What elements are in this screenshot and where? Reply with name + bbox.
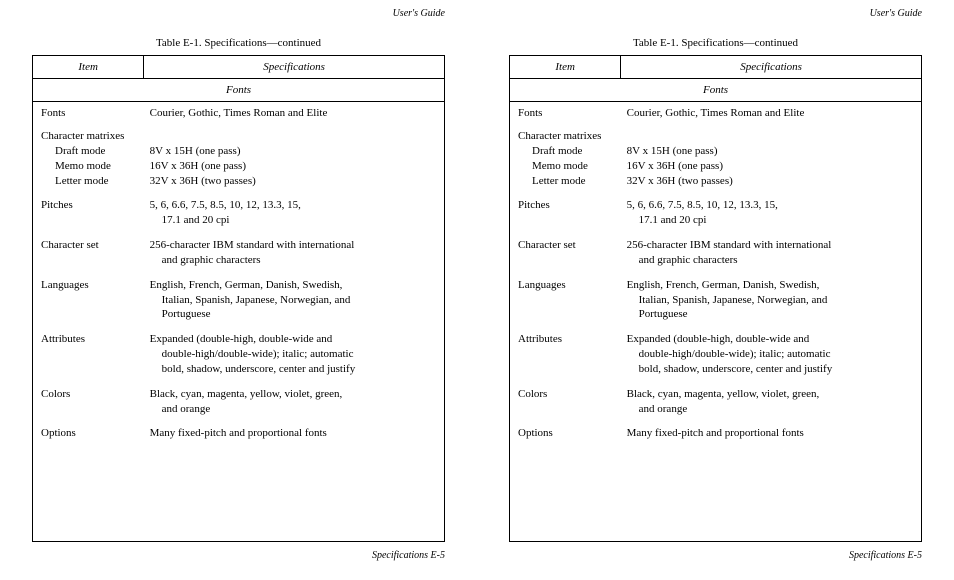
subvalue: 32V x 36H (two passes) bbox=[627, 174, 913, 189]
label: Options bbox=[41, 427, 148, 439]
running-header: User's Guide bbox=[509, 8, 922, 19]
sublabel: Letter mode bbox=[41, 174, 142, 189]
section-head: Fonts bbox=[33, 79, 445, 102]
sublabel: Memo mode bbox=[518, 159, 619, 174]
label: Character matrixes bbox=[41, 129, 142, 144]
row-pitches: Pitches 5, 6, 6.6, 7.5, 8.5, 10, 12, 13.… bbox=[518, 198, 913, 228]
value: Courier, Gothic, Times Roman and Elite bbox=[148, 107, 436, 119]
content-row: Fonts Courier, Gothic, Times Roman and E… bbox=[510, 102, 922, 542]
value-cont: and graphic characters bbox=[627, 253, 913, 268]
value: Black, cyan, magenta, yellow, violet, gr… bbox=[627, 387, 913, 402]
value: 256-character IBM standard with internat… bbox=[627, 238, 913, 253]
section-head: Fonts bbox=[510, 79, 922, 102]
value-cont: double-high/double-wide); italic; automa… bbox=[627, 347, 913, 362]
value-cont: Italian, Spanish, Japanese, Norwegian, a… bbox=[627, 293, 913, 308]
value-cont: double-high/double-wide); italic; automa… bbox=[150, 347, 436, 362]
row-matrix: Character matrixes Draft mode Memo mode … bbox=[41, 129, 436, 188]
value: English, French, German, Danish, Swedish… bbox=[627, 278, 913, 293]
subvalue: 8V x 15H (one pass) bbox=[627, 144, 913, 159]
value: Many fixed-pitch and proportional fonts bbox=[148, 427, 436, 439]
table-header-row: Item Specifications bbox=[33, 56, 445, 79]
value: Courier, Gothic, Times Roman and Elite bbox=[625, 107, 913, 119]
label: Attributes bbox=[518, 332, 625, 377]
subvalue: 32V x 36H (two passes) bbox=[150, 174, 436, 189]
value-cont: Italian, Spanish, Japanese, Norwegian, a… bbox=[150, 293, 436, 308]
row-pitches: Pitches 5, 6, 6.6, 7.5, 8.5, 10, 12, 13.… bbox=[41, 198, 436, 228]
value-cont: and orange bbox=[627, 402, 913, 417]
value-cont: Portuguese bbox=[627, 307, 913, 322]
value-cont: 17.1 and 20 cpi bbox=[150, 213, 436, 228]
row-fonts: Fonts Courier, Gothic, Times Roman and E… bbox=[41, 107, 436, 119]
table-caption: Table E-1. Specifications—continued bbox=[32, 37, 445, 49]
value: Expanded (double-high, double-wide and bbox=[150, 332, 436, 347]
label: Languages bbox=[41, 278, 148, 323]
value: 5, 6, 6.6, 7.5, 8.5, 10, 12, 13.3, 15, bbox=[627, 198, 913, 213]
row-matrix: Character matrixes Draft mode Memo mode … bbox=[518, 129, 913, 188]
value: Expanded (double-high, double-wide and bbox=[627, 332, 913, 347]
label: Attributes bbox=[41, 332, 148, 377]
label: Character set bbox=[518, 238, 625, 268]
section-row: Fonts bbox=[33, 79, 445, 102]
value-cont: bold, shadow, underscore, center and jus… bbox=[627, 362, 913, 377]
sublabel: Draft mode bbox=[41, 144, 142, 159]
sublabel: Draft mode bbox=[518, 144, 619, 159]
row-attributes: Attributes Expanded (double-high, double… bbox=[518, 332, 913, 377]
page-left: User's Guide Table E-1. Specifications—c… bbox=[0, 0, 477, 580]
page-right: User's Guide Table E-1. Specifications—c… bbox=[477, 0, 954, 580]
label: Languages bbox=[518, 278, 625, 323]
running-header: User's Guide bbox=[32, 8, 445, 19]
value: English, French, German, Danish, Swedish… bbox=[150, 278, 436, 293]
spec-table: Item Specifications Fonts Fonts Courier,… bbox=[509, 55, 922, 542]
spec-table: Item Specifications Fonts Fonts Courier,… bbox=[32, 55, 445, 542]
value-cont: and orange bbox=[150, 402, 436, 417]
label: Pitches bbox=[518, 198, 625, 228]
row-languages: Languages English, French, German, Danis… bbox=[518, 278, 913, 323]
table-caption: Table E-1. Specifications—continued bbox=[509, 37, 922, 49]
col-item: Item bbox=[33, 56, 144, 79]
row-colors: Colors Black, cyan, magenta, yellow, vio… bbox=[41, 387, 436, 417]
row-fonts: Fonts Courier, Gothic, Times Roman and E… bbox=[518, 107, 913, 119]
col-spec: Specifications bbox=[144, 56, 445, 79]
row-charset: Character set 256-character IBM standard… bbox=[518, 238, 913, 268]
value-cont: bold, shadow, underscore, center and jus… bbox=[150, 362, 436, 377]
value: Many fixed-pitch and proportional fonts bbox=[625, 427, 913, 439]
value: 256-character IBM standard with internat… bbox=[150, 238, 436, 253]
sublabel: Letter mode bbox=[518, 174, 619, 189]
row-charset: Character set 256-character IBM standard… bbox=[41, 238, 436, 268]
table-header-row: Item Specifications bbox=[510, 56, 922, 79]
label: Colors bbox=[518, 387, 625, 417]
label: Fonts bbox=[41, 107, 148, 119]
label: Colors bbox=[41, 387, 148, 417]
label: Character matrixes bbox=[518, 129, 619, 144]
section-row: Fonts bbox=[510, 79, 922, 102]
subvalue: 16V x 36H (one pass) bbox=[627, 159, 913, 174]
subvalue: 16V x 36H (one pass) bbox=[150, 159, 436, 174]
row-colors: Colors Black, cyan, magenta, yellow, vio… bbox=[518, 387, 913, 417]
label: Pitches bbox=[41, 198, 148, 228]
page-footer: Specifications E-5 bbox=[32, 550, 445, 561]
value: Black, cyan, magenta, yellow, violet, gr… bbox=[150, 387, 436, 402]
row-attributes: Attributes Expanded (double-high, double… bbox=[41, 332, 436, 377]
value: 5, 6, 6.6, 7.5, 8.5, 10, 12, 13.3, 15, bbox=[150, 198, 436, 213]
col-item: Item bbox=[510, 56, 621, 79]
row-options: Options Many fixed-pitch and proportiona… bbox=[41, 427, 436, 439]
col-spec: Specifications bbox=[621, 56, 922, 79]
label: Character set bbox=[41, 238, 148, 268]
value-cont: 17.1 and 20 cpi bbox=[627, 213, 913, 228]
row-languages: Languages English, French, German, Danis… bbox=[41, 278, 436, 323]
row-options: Options Many fixed-pitch and proportiona… bbox=[518, 427, 913, 439]
label: Fonts bbox=[518, 107, 625, 119]
label: Options bbox=[518, 427, 625, 439]
content-row: Fonts Courier, Gothic, Times Roman and E… bbox=[33, 102, 445, 542]
sublabel: Memo mode bbox=[41, 159, 142, 174]
subvalue: 8V x 15H (one pass) bbox=[150, 144, 436, 159]
value-cont: Portuguese bbox=[150, 307, 436, 322]
value-cont: and graphic characters bbox=[150, 253, 436, 268]
page-footer: Specifications E-5 bbox=[509, 550, 922, 561]
